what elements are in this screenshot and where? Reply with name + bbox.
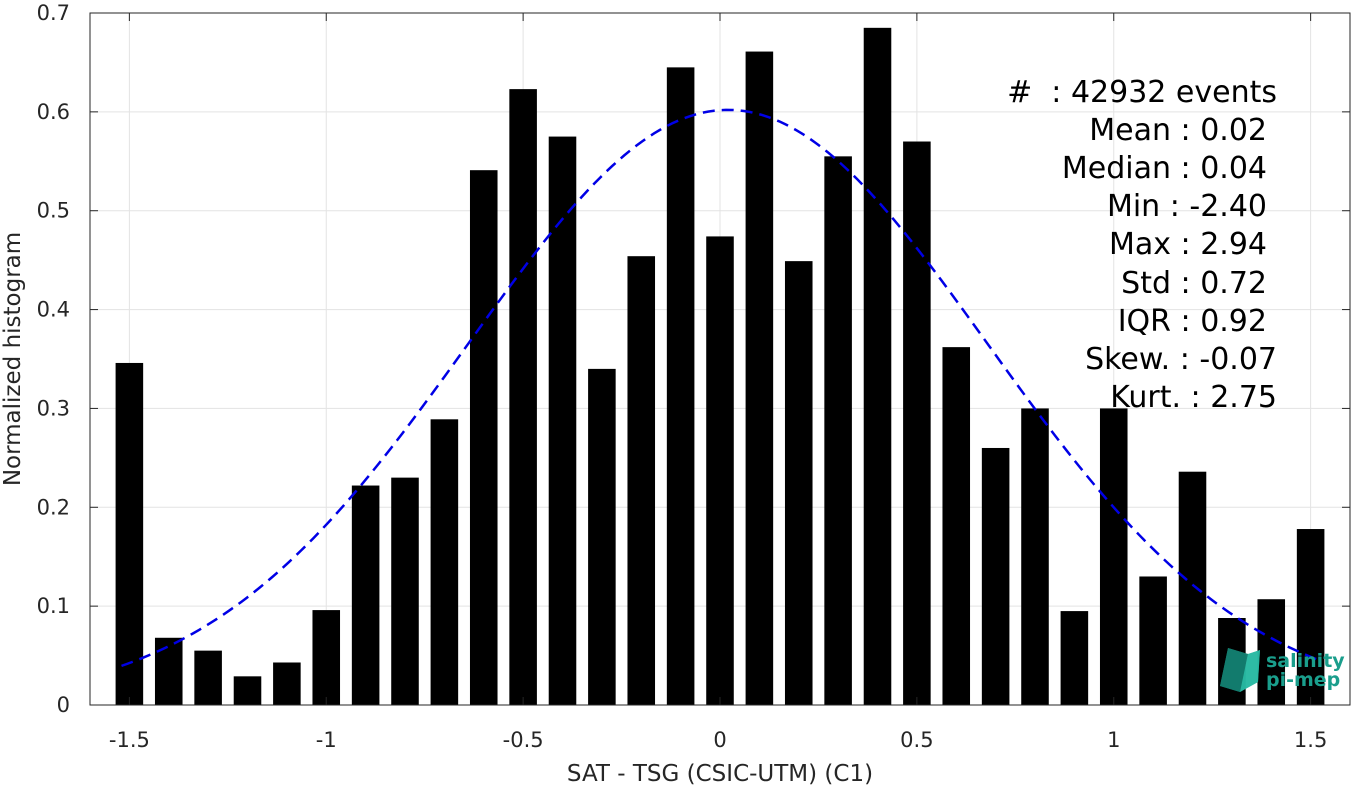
y-axis-label: Normalized histogram (0, 232, 26, 486)
stat-kurt: Kurt. : 2.75 (1110, 380, 1277, 415)
x-tick-label: -1.5 (109, 728, 150, 752)
stat-median: Median : 0.04 (1062, 151, 1267, 186)
y-tick-label: 0.7 (37, 1, 70, 25)
histogram-bar (1139, 576, 1167, 705)
histogram-bar (1296, 529, 1325, 705)
stat-min: Min : -2.40 (1107, 189, 1267, 224)
salinity-logo: salinity pi-mep (1220, 648, 1345, 692)
histogram-bar (666, 67, 695, 705)
histogram-bar (115, 362, 144, 705)
y-tick-label: 0 (57, 693, 70, 717)
histogram-bar (981, 447, 1010, 705)
stat-mean: Mean : 0.02 (1089, 113, 1267, 148)
y-tick-label: 0.3 (37, 396, 70, 420)
histogram-bar (784, 261, 813, 705)
histogram-bar (1257, 599, 1286, 705)
stat-iqr: IQR : 0.92 (1118, 304, 1267, 339)
histogram-bar (391, 477, 419, 705)
histogram-bar (1021, 408, 1049, 705)
histogram-bar (745, 51, 774, 706)
histogram-bars (115, 27, 1325, 706)
y-tick-label: 0.1 (37, 594, 70, 618)
stat-max: Max : 2.94 (1109, 227, 1267, 262)
x-tick-label: 1.5 (1294, 728, 1327, 752)
histogram-bar (469, 170, 498, 705)
y-tick-label: 0.4 (37, 298, 70, 322)
x-tick-label: 0.5 (900, 728, 933, 752)
histogram-bar (706, 236, 734, 705)
y-tick-label: 0.2 (37, 495, 70, 519)
histogram-bar (273, 662, 301, 705)
y-tick-label: 0.5 (37, 199, 70, 223)
logo-text-pimep: pi-mep (1266, 669, 1340, 691)
x-tick-labels: -1.5 -1 -0.5 0 0.5 1 1.5 (109, 728, 1327, 752)
histogram-bar (1178, 471, 1207, 705)
histogram-bar (1099, 408, 1128, 705)
x-tick-label: -0.5 (503, 728, 544, 752)
histogram-bar (588, 368, 616, 705)
histogram-bar (942, 347, 971, 705)
histogram-bar (312, 610, 341, 705)
stats-box: # : 42932 events Mean : 0.02 Median : 0.… (1007, 75, 1277, 415)
normal-fit-curve (121, 108, 1319, 668)
histogram-bar (509, 89, 537, 706)
x-tick-label: -1 (316, 728, 337, 752)
histogram-bar (627, 256, 656, 705)
histogram-bar (194, 650, 222, 705)
histogram-bar (1060, 611, 1089, 705)
stat-events: # : 42932 events (1007, 75, 1277, 110)
histogram-bar (824, 156, 852, 706)
stat-skew: Skew. : -0.07 (1085, 342, 1277, 377)
y-tick-labels: 0 0.1 0.2 0.3 0.4 0.5 0.6 0.7 (37, 1, 70, 717)
x-tick-label: 1 (1107, 728, 1120, 752)
y-tick-label: 0.6 (37, 100, 70, 124)
histogram-bar (903, 141, 931, 705)
axis-ticks (90, 12, 1350, 706)
logo-text-salinity: salinity (1266, 650, 1345, 672)
histogram-bar (351, 485, 380, 705)
histogram-bar (154, 637, 183, 705)
x-tick-label: 0 (713, 728, 726, 752)
histogram-bar (548, 136, 577, 706)
histogram-bar (863, 27, 892, 706)
x-axis-label: SAT - TSG (CSIC-UTM) (C1) (567, 761, 873, 785)
cube-logo-icon (1220, 648, 1260, 692)
stat-std: Std : 0.72 (1121, 266, 1267, 301)
histogram-bar (430, 419, 459, 705)
histogram-bar (233, 676, 262, 705)
